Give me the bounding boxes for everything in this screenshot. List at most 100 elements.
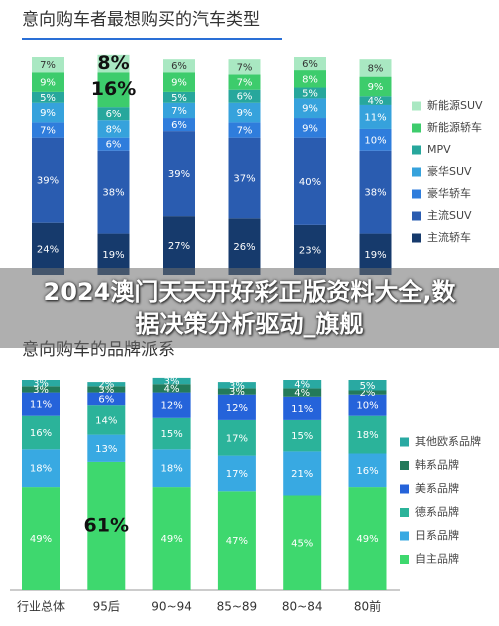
- legend-swatch: [412, 101, 421, 111]
- legend-label: 日系品牌: [415, 528, 459, 542]
- bar-segment: [32, 72, 64, 92]
- value-label: 61%: [84, 514, 129, 536]
- value-label: 39%: [37, 176, 59, 187]
- bar-segment: [228, 122, 261, 138]
- bar-segment: [163, 216, 195, 275]
- bar-segment: [32, 91, 64, 103]
- value-label: 18%: [30, 464, 52, 475]
- bar-segment: [283, 388, 322, 397]
- bar-segment: [32, 137, 64, 223]
- value-label: 7%: [237, 78, 253, 89]
- value-label: 8%: [302, 74, 318, 85]
- bar-segment: [87, 434, 126, 462]
- value-label: 12%: [226, 403, 248, 414]
- value-label: 38%: [102, 188, 124, 199]
- bar-segment: [22, 392, 60, 416]
- chart-title: 意向购车者最想购买的汽车类型: [22, 10, 260, 30]
- bar-segment: [359, 59, 392, 77]
- bar-segment: [348, 453, 387, 488]
- bar-segment: [87, 382, 126, 387]
- x-tick-label: 85~89: [217, 600, 258, 614]
- bar-segment: [294, 118, 326, 138]
- title-underline: [22, 38, 282, 40]
- bar-segment: [87, 461, 126, 590]
- bar-segment: [22, 380, 60, 387]
- value-label: 49%: [160, 534, 182, 545]
- value-label: 15%: [160, 429, 182, 440]
- value-label: 47%: [226, 536, 248, 547]
- bar-segment: [22, 415, 60, 450]
- legend-label: 德系品牌: [415, 505, 459, 519]
- bar-segment: [294, 87, 326, 99]
- bar-segment: [22, 449, 60, 488]
- bar-segment: [22, 487, 60, 590]
- legend-label: 美系品牌: [415, 481, 459, 495]
- bar-segment: [32, 122, 64, 138]
- bar-segment: [32, 102, 64, 123]
- bar-segment: [152, 449, 191, 488]
- value-label: 3%: [229, 387, 245, 398]
- legend-swatch: [412, 211, 421, 221]
- value-label: 9%: [237, 108, 253, 119]
- value-label: 3%: [229, 381, 245, 392]
- bar-segment: [359, 104, 392, 129]
- value-label: 5%: [302, 88, 318, 99]
- bar-segment: [348, 415, 387, 454]
- bar-segment: [228, 74, 261, 90]
- bar-segment: [283, 451, 322, 496]
- value-label: 6%: [106, 109, 122, 120]
- bar-segment: [152, 384, 191, 393]
- legend-swatch: [412, 123, 421, 133]
- bar-segment: [87, 405, 126, 435]
- value-label: 11%: [291, 404, 313, 415]
- bar-segment: [359, 150, 392, 234]
- bar-segment: [228, 218, 261, 275]
- value-label: 6%: [171, 61, 187, 72]
- bar-segment: [163, 102, 195, 119]
- bar-segment: [283, 495, 322, 590]
- banner-text: 2024澳门天天开好彩正版资料大全,数据决策分析驱动_旗舰: [43, 278, 456, 338]
- value-label: 11%: [364, 112, 386, 123]
- value-label: 2%: [360, 388, 376, 399]
- legend-label: MPV: [427, 143, 451, 156]
- bar-segment: [228, 89, 261, 103]
- bar-segment: [163, 59, 195, 73]
- bar-segment: [228, 59, 261, 75]
- bar-segment: [22, 386, 60, 393]
- bar-segment: [217, 388, 256, 395]
- bar-segment: [294, 57, 326, 71]
- value-label: 8%: [368, 63, 384, 74]
- value-label: 38%: [364, 188, 386, 199]
- legend-swatch: [412, 189, 421, 199]
- bar-segment: [294, 98, 326, 119]
- bar-segment: [359, 128, 392, 151]
- value-label: 12%: [160, 401, 182, 412]
- legend-swatch: [400, 508, 409, 517]
- bar-segment: [348, 380, 387, 391]
- x-tick-label: 80前: [354, 599, 381, 614]
- value-label: 4%: [294, 380, 310, 391]
- bar-segment: [283, 419, 322, 452]
- bar-segment: [32, 57, 64, 73]
- bar-segment: [163, 91, 195, 103]
- x-tick-label: 80~84: [282, 600, 323, 614]
- value-label: 39%: [168, 169, 190, 180]
- value-label: 6%: [302, 59, 318, 70]
- bar-segment: [348, 487, 387, 590]
- legend-label: 其他欧系品牌: [415, 434, 481, 448]
- value-label: 10%: [364, 135, 386, 146]
- value-label: 14%: [95, 415, 117, 426]
- legend-label: 新能源SUV: [427, 98, 483, 112]
- value-label: 2%: [98, 380, 114, 391]
- legend-swatch: [412, 167, 421, 177]
- banner: 2024澳门天天开好彩正版资料大全,数据决策分析驱动_旗舰: [0, 268, 499, 348]
- bar-segment: [163, 118, 195, 132]
- value-label: 9%: [171, 78, 187, 89]
- bar-segment: [217, 382, 256, 389]
- value-label: 10%: [356, 401, 378, 412]
- value-label: 3%: [164, 377, 180, 388]
- bar-segment: [163, 131, 195, 217]
- value-label: 6%: [171, 120, 187, 131]
- value-label: 7%: [237, 62, 253, 73]
